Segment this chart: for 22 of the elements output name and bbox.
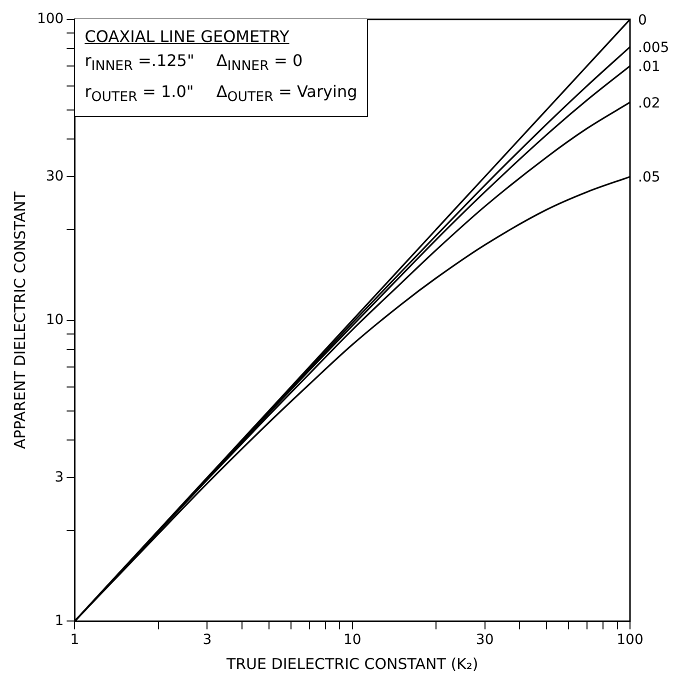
x-tick-label: 10 [343, 632, 362, 648]
annotation: r$_{INNER}$ =.125" [84, 50, 194, 77]
annotation: Δ$_{INNER}$ = 0 [216, 50, 304, 77]
series-label: .005 [638, 40, 670, 56]
series-label: .05 [638, 170, 660, 186]
y-tick-label: 30 [46, 168, 64, 184]
series-label: .02 [638, 95, 660, 112]
x-tick-label: 30 [476, 632, 494, 648]
x-tick-label: 1 [70, 632, 80, 648]
series-label: .01 [638, 59, 660, 76]
annotation: Δ$_{OUTER}$ = Varying [216, 80, 358, 107]
y-axis-title: APPARENT DIELECTRIC CONSTANT [10, 190, 29, 449]
y-tick-label: 3 [54, 469, 64, 486]
y-tick-label: 100 [36, 11, 64, 28]
series-label: 0 [638, 12, 647, 28]
y-tick-label: 1 [54, 612, 64, 629]
annotation: COAXIAL LINE GEOMETRY [84, 26, 290, 48]
x-tick-label: 100 [616, 632, 644, 648]
annotation: r$_{OUTER}$ = 1.0" [84, 80, 194, 107]
x-axis-title: TRUE DIELECTRIC CONSTANT (K₂) [225, 654, 478, 673]
x-tick-label: 3 [202, 632, 212, 648]
y-tick-label: 10 [46, 312, 64, 328]
